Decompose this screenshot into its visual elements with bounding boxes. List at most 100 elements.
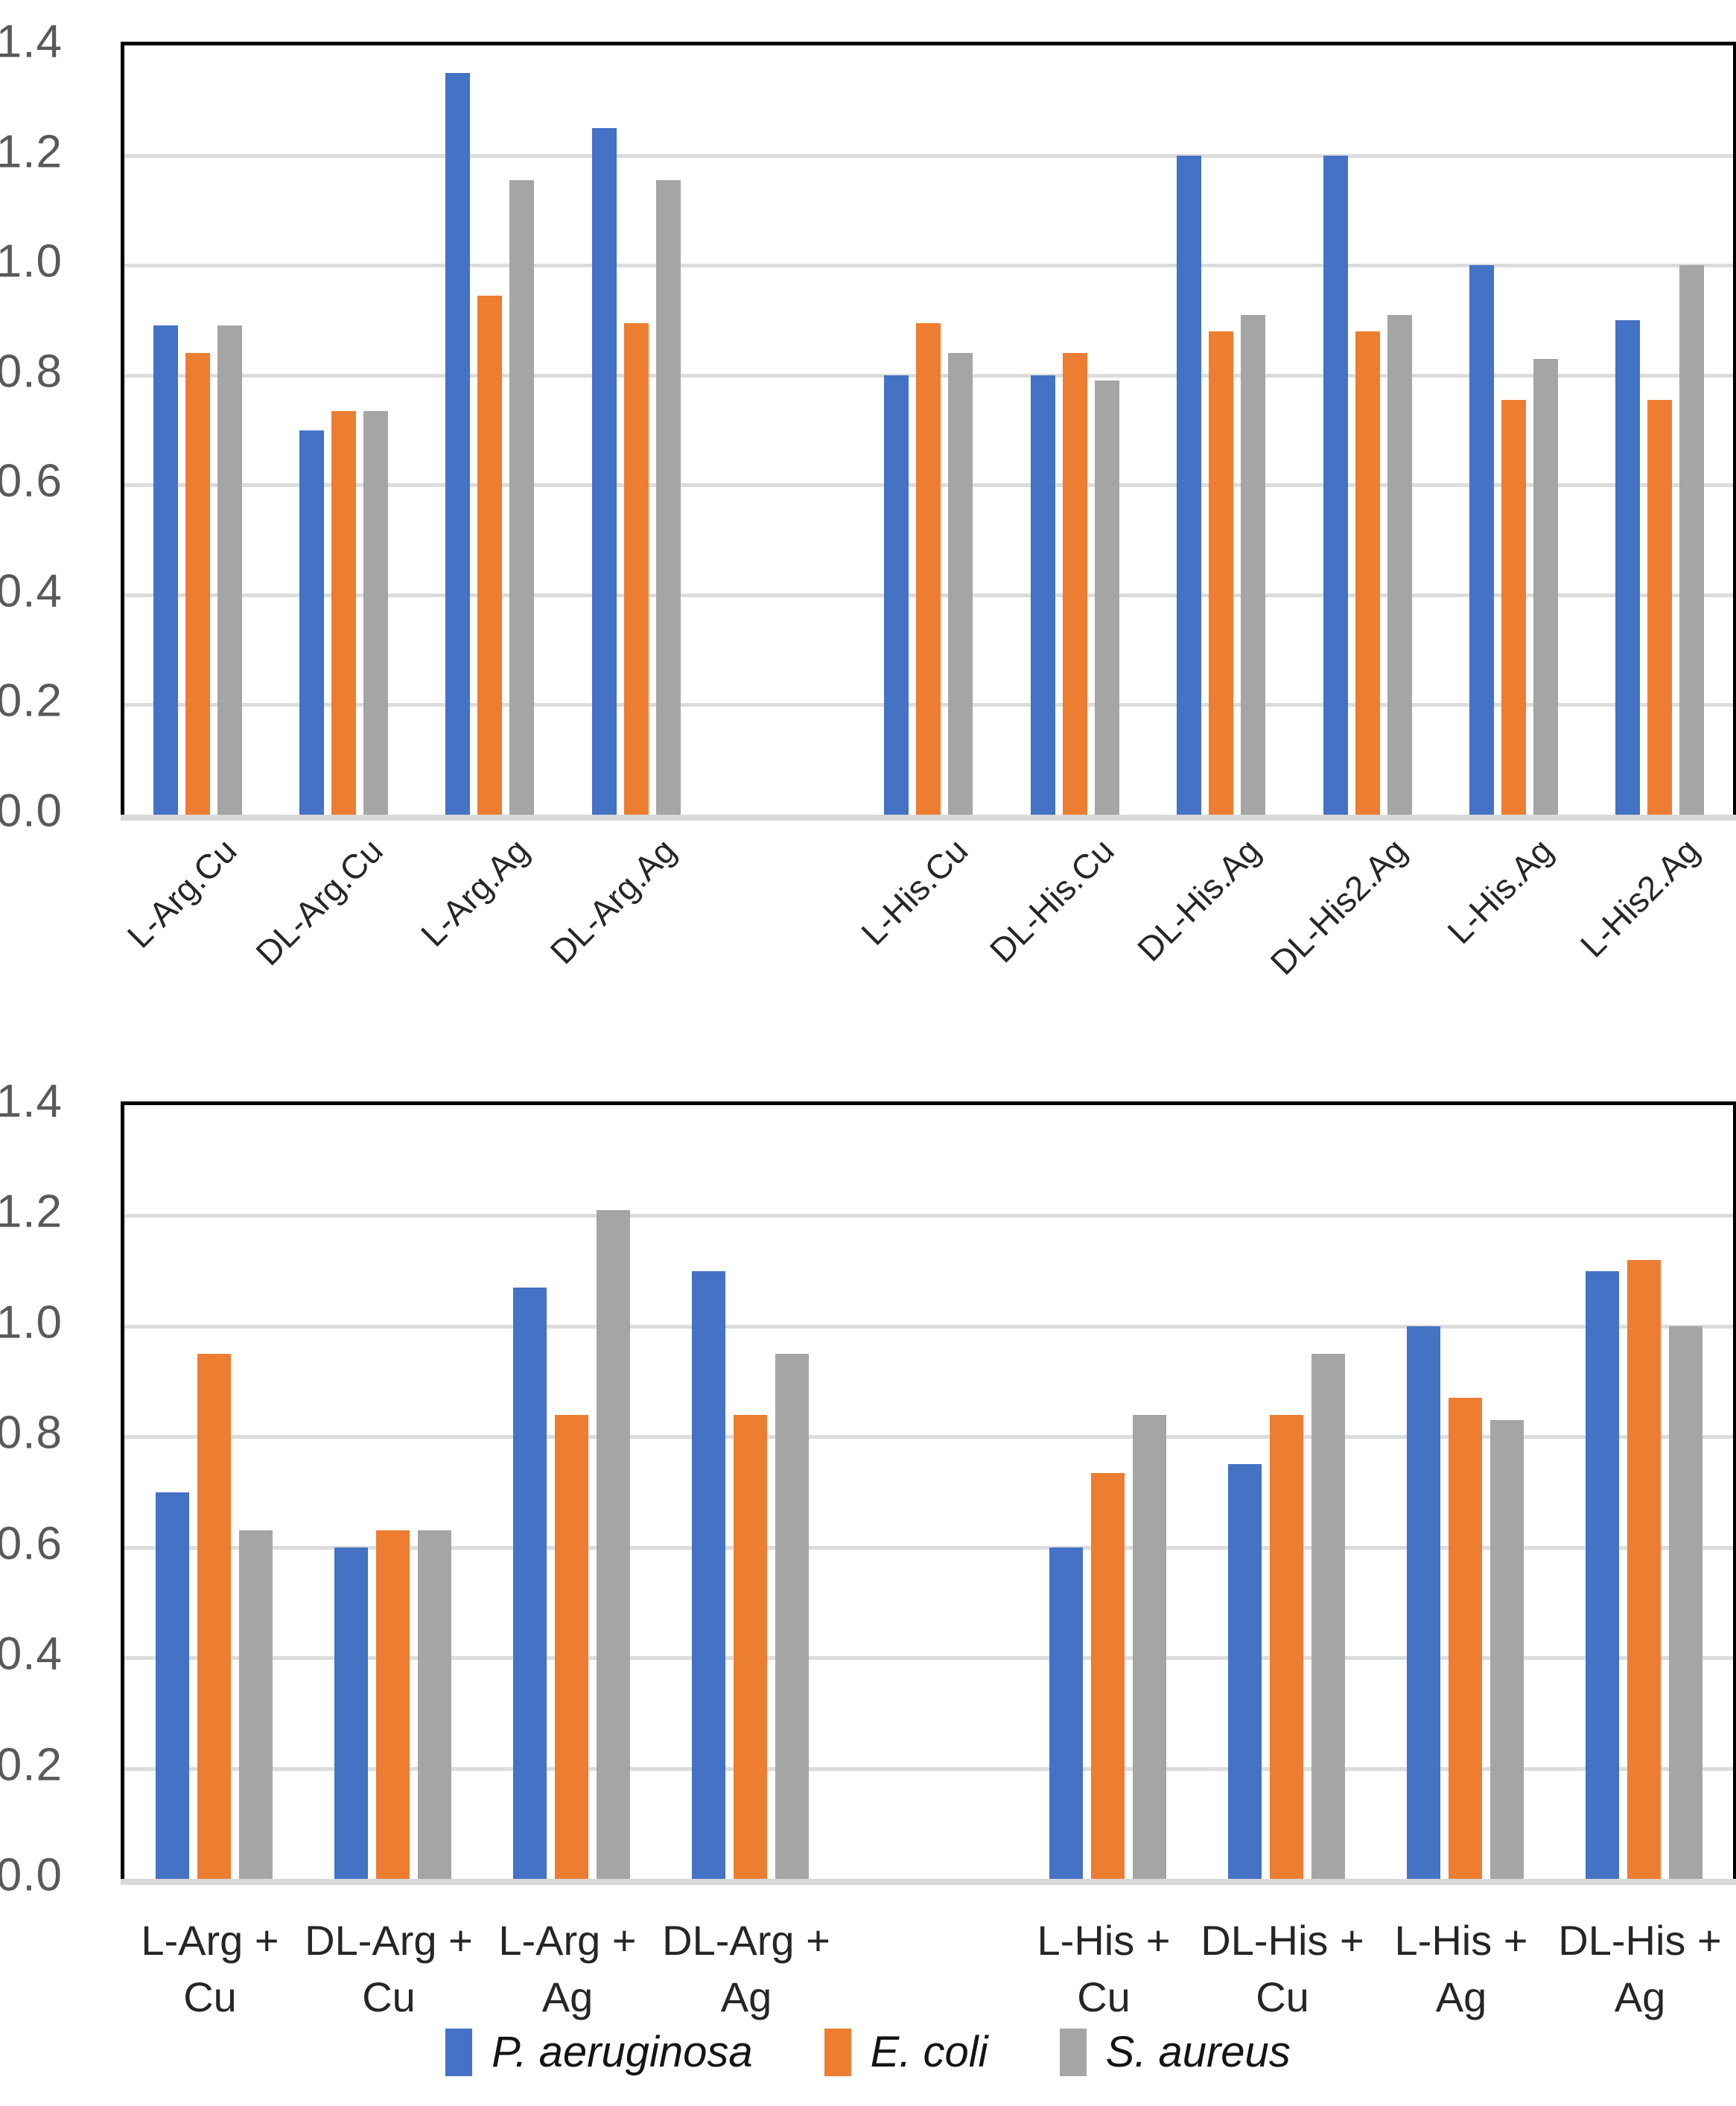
x-category-label: L-Arg + Ag bbox=[498, 1917, 637, 2020]
x-category-label-text: DL-Arg.Cu bbox=[248, 830, 391, 973]
bar-group bbox=[1148, 45, 1294, 815]
bar-p-aeruginosa bbox=[1469, 265, 1494, 815]
gridline bbox=[124, 703, 1733, 707]
y-tick-label: 0.2 bbox=[0, 675, 63, 727]
x-category-label-text: L-His2.Ag bbox=[1572, 830, 1707, 965]
bar-p-aeruginosa bbox=[334, 1547, 368, 1879]
y-tick-label: 0.4 bbox=[0, 565, 63, 617]
legend-swatch-s-aureus bbox=[1059, 2028, 1087, 2076]
bar-p-aeruginosa bbox=[1227, 1464, 1262, 1879]
gridline bbox=[124, 1656, 1733, 1661]
bar-group bbox=[1197, 1105, 1376, 1879]
gridline bbox=[124, 1324, 1733, 1329]
bar-group bbox=[124, 45, 270, 815]
bar-group bbox=[124, 1105, 303, 1879]
x-category-label: L-Arg + Cu bbox=[141, 1917, 279, 2020]
y-tick-label: 0.6 bbox=[0, 1518, 63, 1570]
bar-p-aeruginosa bbox=[1049, 1547, 1083, 1879]
bar-s-aureus bbox=[217, 325, 242, 815]
bar-s-aureus bbox=[1533, 358, 1558, 815]
y-tick-label: 1.2 bbox=[0, 126, 63, 178]
x-category-label: L-His + Cu bbox=[1037, 1917, 1171, 2020]
bar-s-aureus bbox=[775, 1353, 809, 1879]
bar-s-aureus bbox=[363, 410, 389, 815]
x-axis-labels-panel-b: L-Arg + Cu DL-Arg + Cu L-Arg + Ag DL-Arg + … bbox=[121, 1892, 1729, 2048]
bar-group bbox=[270, 45, 416, 815]
gridline bbox=[124, 483, 1733, 488]
y-tick-label: 1.0 bbox=[0, 235, 63, 287]
bar-p-aeruginosa bbox=[1323, 155, 1348, 815]
bar-e-coli bbox=[1062, 353, 1087, 815]
bar-p-aeruginosa bbox=[691, 1270, 725, 1879]
y-tick-label: 1.2 bbox=[0, 1186, 63, 1238]
bar-group bbox=[1587, 45, 1733, 815]
x-category-label-text: DL-His.Ag bbox=[1130, 830, 1268, 969]
y-tick-label: 0.0 bbox=[0, 1849, 63, 1901]
panel-letter-a: A bbox=[177, 54, 244, 156]
bar-group bbox=[1018, 1105, 1197, 1879]
bar-group bbox=[856, 45, 1002, 815]
bar-s-aureus bbox=[509, 179, 535, 815]
bar-s-aureus bbox=[1679, 265, 1705, 815]
bar-group bbox=[661, 1105, 839, 1879]
bar-s-aureus bbox=[1311, 1353, 1345, 1879]
bar-s-aureus bbox=[1489, 1420, 1524, 1879]
bar-e-coli bbox=[733, 1414, 767, 1879]
bar-s-aureus bbox=[1094, 381, 1119, 815]
bar-p-aeruginosa bbox=[155, 1492, 189, 1879]
bar-e-coli bbox=[1090, 1472, 1125, 1879]
bar-e-coli bbox=[185, 353, 210, 815]
gridline bbox=[124, 373, 1733, 378]
y-tick-label: 0.4 bbox=[0, 1628, 63, 1680]
x-category-label: DL-Arg + Ag bbox=[662, 1917, 830, 2020]
y-tick-label: 1.0 bbox=[0, 1297, 63, 1349]
gridline bbox=[124, 1545, 1733, 1550]
legend-item: S. aureus bbox=[1059, 2027, 1291, 2077]
bar-s-aureus bbox=[1241, 314, 1266, 815]
bar-e-coli bbox=[375, 1530, 410, 1879]
x-axis-line bbox=[121, 815, 1736, 821]
gridline bbox=[124, 1435, 1733, 1439]
x-category-label-text: DL-His.Cu bbox=[982, 830, 1122, 970]
bar-s-aureus bbox=[1387, 314, 1412, 815]
x-category-label: L-His + Ag bbox=[1394, 1917, 1528, 2020]
x-category-label-text: L-His.Cu bbox=[853, 830, 976, 953]
bar-e-coli bbox=[197, 1353, 231, 1879]
bar-e-coli bbox=[916, 322, 941, 815]
legend-swatch-p-aeruginosa bbox=[445, 2028, 473, 2076]
bar-p-aeruginosa bbox=[884, 375, 909, 815]
bar-group bbox=[1440, 45, 1586, 815]
legend-label: S. aureus bbox=[1105, 2028, 1291, 2076]
bar-e-coli bbox=[1627, 1259, 1661, 1879]
legend: P. aeruginosa E. coli S. aureus bbox=[0, 2027, 1736, 2077]
gridline bbox=[124, 1766, 1733, 1771]
y-tick-label: 0.8 bbox=[0, 346, 63, 398]
bar-p-aeruginosa bbox=[1406, 1326, 1440, 1879]
gridline bbox=[124, 264, 1733, 268]
bar-s-aureus bbox=[238, 1530, 273, 1879]
legend-label: E. coli bbox=[870, 2028, 988, 2076]
bar-e-coli bbox=[1269, 1414, 1303, 1879]
bar-e-coli bbox=[1448, 1398, 1482, 1879]
y-tick-label: 1.4 bbox=[0, 1075, 63, 1127]
bar-s-aureus bbox=[417, 1530, 451, 1879]
x-category-label: DL-Arg + Cu bbox=[305, 1917, 473, 2020]
bar-s-aureus bbox=[948, 353, 973, 815]
y-axis-ticks-panel-b: 1.4 1.2 1.0 0.8 0.6 0.4 0.2 0.0 bbox=[0, 1076, 89, 1901]
bar-group bbox=[1376, 1105, 1554, 1879]
x-category-label: DL-His + Ag bbox=[1558, 1917, 1722, 2020]
x-axis-line bbox=[121, 1879, 1736, 1885]
bar-p-aeruginosa bbox=[1177, 155, 1202, 815]
x-category-label-text: DL-Arg.Ag bbox=[542, 830, 683, 972]
x-category-label-text: DL-His2.Ag bbox=[1262, 830, 1414, 982]
bar-e-coli bbox=[477, 295, 503, 815]
bar-group bbox=[482, 1105, 661, 1879]
panel-letter-b: B bbox=[177, 1116, 244, 1218]
y-axis-ticks-panel-a: 1.4 1.2 1.0 0.8 0.6 0.4 0.2 0.0 bbox=[0, 16, 89, 837]
bar-p-aeruginosa bbox=[299, 430, 325, 815]
bar-s-aureus bbox=[1132, 1414, 1166, 1879]
legend-swatch-e-coli bbox=[824, 2028, 851, 2076]
bar-p-aeruginosa bbox=[1030, 375, 1055, 815]
legend-item: E. coli bbox=[824, 2027, 988, 2077]
bar-e-coli bbox=[1501, 399, 1526, 815]
